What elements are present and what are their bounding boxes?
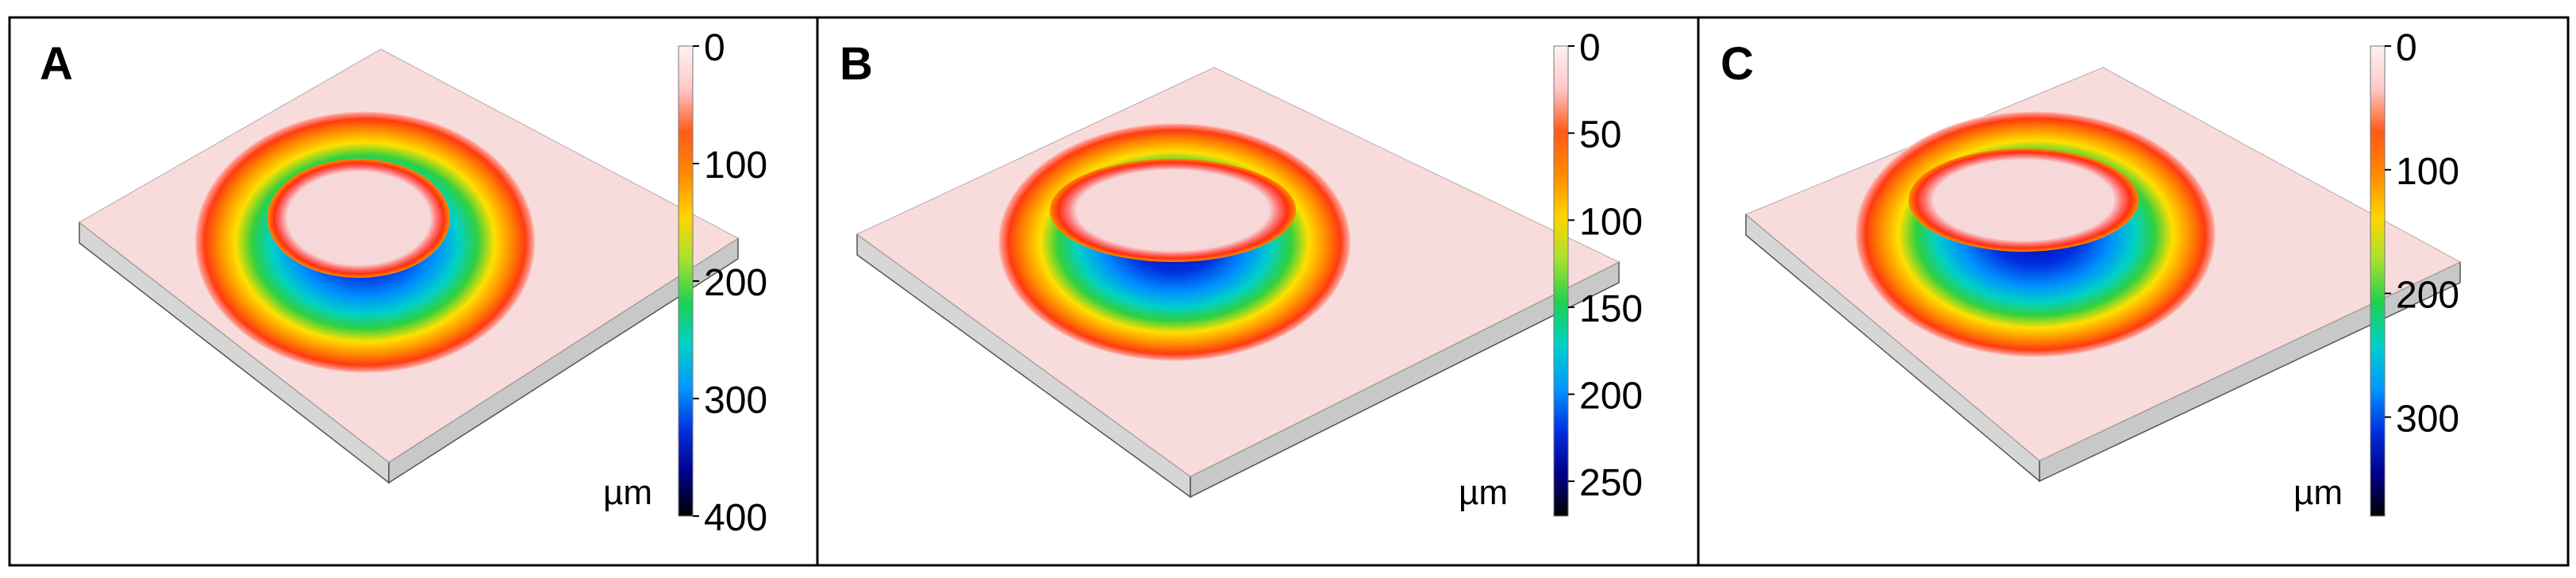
unit-label: µm <box>1459 473 1508 512</box>
colorbar-tick-label: 50 <box>1579 114 1621 156</box>
colorbar <box>678 45 694 517</box>
colorbar-tick-label: 150 <box>1579 288 1643 330</box>
unit-label: µm <box>2293 473 2343 512</box>
colorbar-tick-label: 200 <box>704 262 767 304</box>
colorbar-tick-label: 0 <box>1579 27 1601 69</box>
colorbar-tick-label: 200 <box>1579 376 1643 418</box>
unit-label: µm <box>603 473 652 512</box>
panel-a: A 0 100 200 300 400 µm <box>8 16 819 567</box>
colorbar-tick-label: 0 <box>704 27 725 69</box>
central-island <box>1050 159 1296 262</box>
colorbar-tick-label: 100 <box>2396 151 2459 193</box>
colorbar-tick-label: 0 <box>2396 27 2417 69</box>
colorbar <box>2370 45 2386 517</box>
panel-c: C 0 100 200 300 µm <box>1697 16 2570 567</box>
colorbar-tick-label: 300 <box>2396 398 2459 440</box>
panel-label: C <box>1721 38 1754 90</box>
colorbar-tick-label: 250 <box>1579 462 1643 504</box>
colorbar <box>1553 45 1569 517</box>
colorbar-tick-label: 100 <box>1579 201 1643 243</box>
colorbar-tick-label: 300 <box>704 380 767 422</box>
colorbar-tick-label: 400 <box>704 497 767 539</box>
colorbar-tick-label: 200 <box>2396 275 2459 317</box>
panel-label: A <box>40 38 73 90</box>
central-island <box>267 159 450 278</box>
panel-frame <box>1697 16 2570 567</box>
colorbar-tick-label: 100 <box>704 144 767 187</box>
panel-label: B <box>840 38 873 90</box>
panel-b: B 0 50 100 150 200 250 µm <box>816 16 1700 567</box>
central-island <box>1909 148 2139 252</box>
